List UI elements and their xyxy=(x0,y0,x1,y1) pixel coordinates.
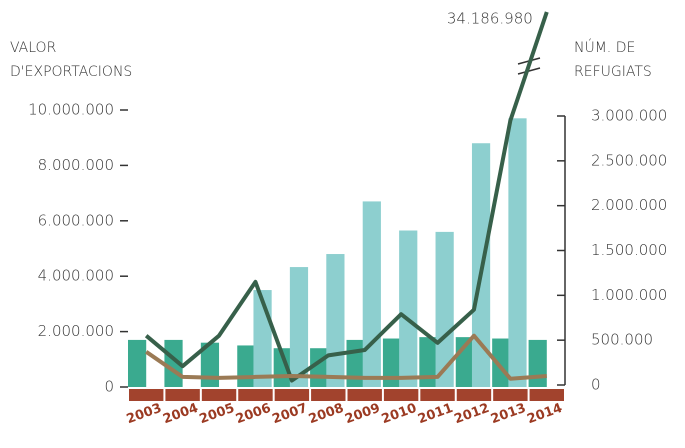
y-tick-label: 4.000.000 xyxy=(38,267,114,285)
y2-tick-label: 0 xyxy=(591,376,601,394)
y2-tick-label: 1.500.000 xyxy=(591,241,667,259)
x-tick-label: 2011 xyxy=(416,401,455,427)
y2-tick-label: 500.000 xyxy=(591,331,653,349)
x-strip xyxy=(201,389,237,401)
bar xyxy=(237,345,256,387)
y-tick-label: 2.000.000 xyxy=(38,322,114,340)
bar xyxy=(382,338,402,387)
x-strip xyxy=(493,389,528,401)
x-tick-label: 2003 xyxy=(125,401,164,427)
x-strip xyxy=(274,389,310,401)
y-tick-label: 10.000.000 xyxy=(28,101,114,119)
y2-axis-label: REFUGIATS xyxy=(574,64,652,80)
y2-axis-label: NÚM. DE xyxy=(574,38,635,56)
y2-tick-label: 2.500.000 xyxy=(591,151,667,169)
value-label: 34.186.980 xyxy=(447,10,533,28)
y2-tick-label: 3.000.000 xyxy=(591,107,667,125)
y2-tick-label: 1.000.000 xyxy=(591,286,667,304)
y-tick-label: 8.000.000 xyxy=(38,156,114,174)
bar xyxy=(508,118,527,387)
x-tick-label: 2012 xyxy=(452,401,491,427)
y-tick-label: 6.000.000 xyxy=(38,211,114,229)
x-tick-label: 2014 xyxy=(525,401,564,427)
x-strip xyxy=(347,389,382,401)
bar xyxy=(419,337,438,387)
line xyxy=(144,11,549,383)
line xyxy=(145,333,547,381)
bar xyxy=(128,339,147,387)
y-axis-label: D'EXPORTACIONS xyxy=(10,64,132,80)
x-strip xyxy=(311,389,346,401)
bar xyxy=(326,254,345,387)
x-strip xyxy=(456,389,492,401)
y2-tick-label: 2.000.000 xyxy=(591,196,667,214)
x-tick-label: 2009 xyxy=(343,401,382,427)
bar xyxy=(362,201,381,387)
x-tick-label: 2005 xyxy=(197,401,236,427)
x-strip xyxy=(529,389,564,401)
x-tick-label: 2008 xyxy=(307,401,346,427)
bar xyxy=(346,339,365,387)
x-strip xyxy=(420,389,455,401)
x-tick-label: 2013 xyxy=(489,401,528,427)
x-strip xyxy=(165,389,200,401)
bar xyxy=(435,231,454,387)
bar xyxy=(528,339,547,387)
y-axis-label: VALOR xyxy=(10,40,56,56)
bar xyxy=(399,230,418,387)
x-tick-label: 2010 xyxy=(380,401,419,427)
y-tick-label: 0 xyxy=(104,378,114,396)
x-strip xyxy=(238,389,273,401)
x-strip xyxy=(383,389,419,401)
x-tick-label: 2007 xyxy=(270,401,309,427)
x-strip xyxy=(129,389,164,401)
bar xyxy=(289,267,309,387)
x-tick-label: 2006 xyxy=(234,401,273,427)
x-tick-label: 2004 xyxy=(161,401,200,427)
